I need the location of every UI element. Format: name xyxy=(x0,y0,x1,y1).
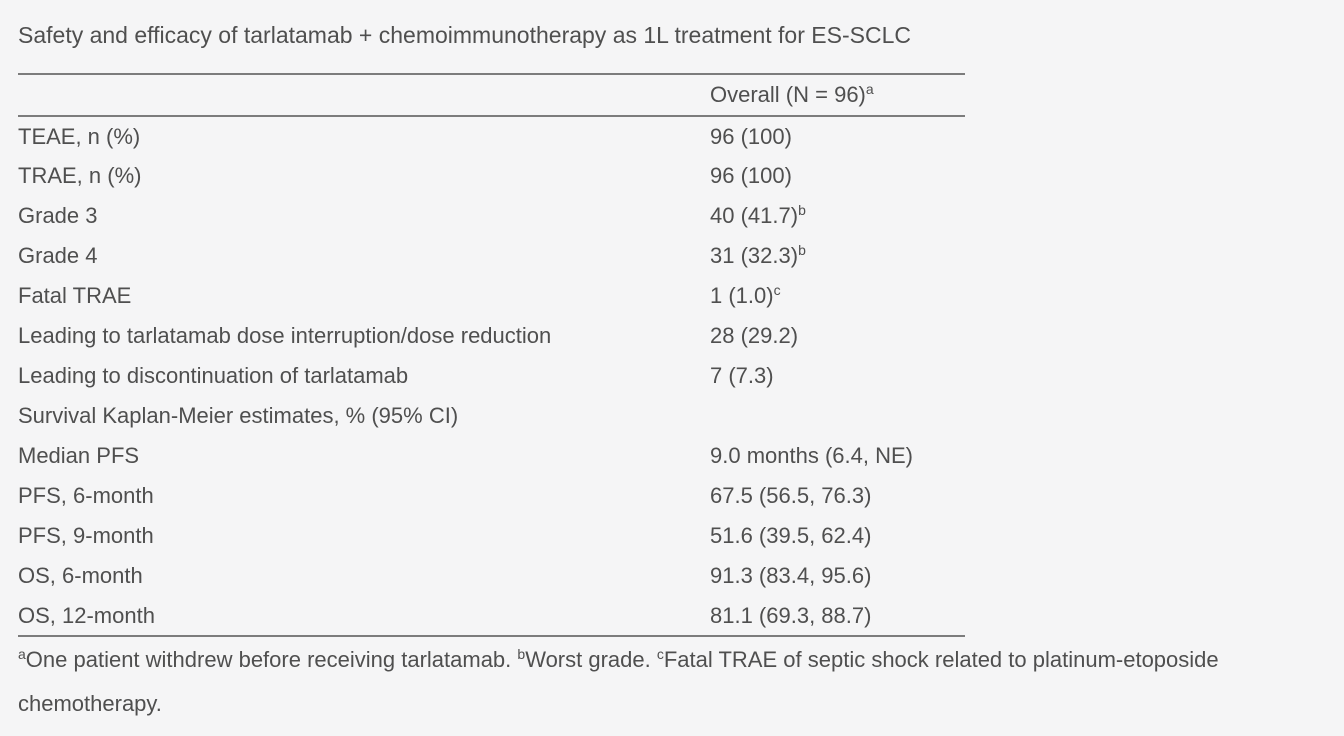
row-label: Leading to discontinuation of tarlatamab xyxy=(18,363,409,388)
row-value-text: 51.6 (39.5, 62.4) xyxy=(710,523,872,548)
table-header-row: Overall (N = 96)a xyxy=(18,74,965,117)
row-value-text: 40 (41.7) xyxy=(710,203,799,228)
row-value: 1 (1.0)c xyxy=(710,276,965,316)
row-value-text: 1 (1.0) xyxy=(710,283,774,308)
row-value-sup: c xyxy=(773,282,781,298)
footnote-b-marker: b xyxy=(517,646,526,662)
row-value: 96 (100) xyxy=(710,156,965,196)
row-value-text: 28 (29.2) xyxy=(710,323,799,348)
row-label: PFS, 6-month xyxy=(18,483,154,508)
row-value xyxy=(710,396,965,436)
row-label: Survival Kaplan-Meier estimates, % (95% … xyxy=(18,403,459,428)
table-row: TEAE, n (%) 96 (100) xyxy=(18,116,965,156)
row-value-sup: b xyxy=(798,202,806,218)
footnote-a-marker: a xyxy=(18,646,26,662)
row-value-text: 96 (100) xyxy=(710,163,792,188)
row-value: 96 (100) xyxy=(710,116,965,156)
header-empty-cell xyxy=(18,74,710,117)
table-row: OS, 12-month 81.1 (69.3, 88.7) xyxy=(18,596,965,636)
row-value-text: 7 (7.3) xyxy=(710,363,774,388)
table-row: PFS, 6-month 67.5 (56.5, 76.3) xyxy=(18,476,965,516)
row-label: TRAE, n (%) xyxy=(18,163,142,188)
table-row: Grade 3 40 (41.7)b xyxy=(18,196,965,236)
table-row: Leading to discontinuation of tarlatamab… xyxy=(18,356,965,396)
row-label: PFS, 9-month xyxy=(18,523,154,548)
row-value: 7 (7.3) xyxy=(710,356,965,396)
row-label: Grade 4 xyxy=(18,243,98,268)
row-label: Grade 3 xyxy=(18,203,98,228)
footnote-c-marker: c xyxy=(656,646,664,662)
row-value-text: 91.3 (83.4, 95.6) xyxy=(710,563,872,588)
row-value: 51.6 (39.5, 62.4) xyxy=(710,516,965,556)
table-row: PFS, 9-month 51.6 (39.5, 62.4) xyxy=(18,516,965,556)
row-label: OS, 12-month xyxy=(18,602,155,628)
footnote: aOne patient withdrew before receiving t… xyxy=(18,638,1330,726)
row-value-text: 9.0 months (6.4, NE) xyxy=(710,443,913,468)
row-label: TEAE, n (%) xyxy=(18,123,141,149)
row-label: Median PFS xyxy=(18,443,140,468)
row-value: 31 (32.3)b xyxy=(710,236,965,276)
table-row: TRAE, n (%) 96 (100) xyxy=(18,156,965,196)
row-value: 81.1 (69.3, 88.7) xyxy=(710,596,965,636)
table-row: Median PFS 9.0 months (6.4, NE) xyxy=(18,436,965,476)
footnote-c-text: Fatal TRAE of septic shock related to pl… xyxy=(18,647,1219,716)
row-value: 40 (41.7)b xyxy=(710,196,965,236)
row-value: 91.3 (83.4, 95.6) xyxy=(710,556,965,596)
table-row: OS, 6-month 91.3 (83.4, 95.6) xyxy=(18,556,965,596)
page-title: Safety and efficacy of tarlatamab + chem… xyxy=(18,22,911,48)
header-overall-sup: a xyxy=(865,81,874,97)
row-label: OS, 6-month xyxy=(18,563,143,588)
table-row: Leading to tarlatamab dose interruption/… xyxy=(18,316,965,356)
row-value-text: 67.5 (56.5, 76.3) xyxy=(710,483,872,508)
row-value: 28 (29.2) xyxy=(710,316,965,356)
footnote-a-text: One patient withdrew before receiving ta… xyxy=(25,647,518,672)
results-table: Overall (N = 96)a TEAE, n (%) 96 (100) T… xyxy=(18,73,965,637)
row-label: Leading to tarlatamab dose interruption/… xyxy=(18,323,552,348)
table-row: Fatal TRAE 1 (1.0)c xyxy=(18,276,965,316)
row-value: 9.0 months (6.4, NE) xyxy=(710,436,965,476)
row-value-sup: b xyxy=(798,242,806,258)
row-value: 67.5 (56.5, 76.3) xyxy=(710,476,965,516)
row-label: Fatal TRAE xyxy=(18,283,132,308)
row-value-text: 31 (32.3) xyxy=(710,243,799,268)
footnote-b-text: Worst grade. xyxy=(525,647,657,672)
table-row: Grade 4 31 (32.3)b xyxy=(18,236,965,276)
row-value-text: 81.1 (69.3, 88.7) xyxy=(710,602,872,628)
row-value-text: 96 (100) xyxy=(710,123,792,149)
header-overall-cell: Overall (N = 96)a xyxy=(710,74,965,117)
header-overall-label: Overall (N = 96) xyxy=(710,82,866,107)
table-row: Survival Kaplan-Meier estimates, % (95% … xyxy=(18,396,965,436)
